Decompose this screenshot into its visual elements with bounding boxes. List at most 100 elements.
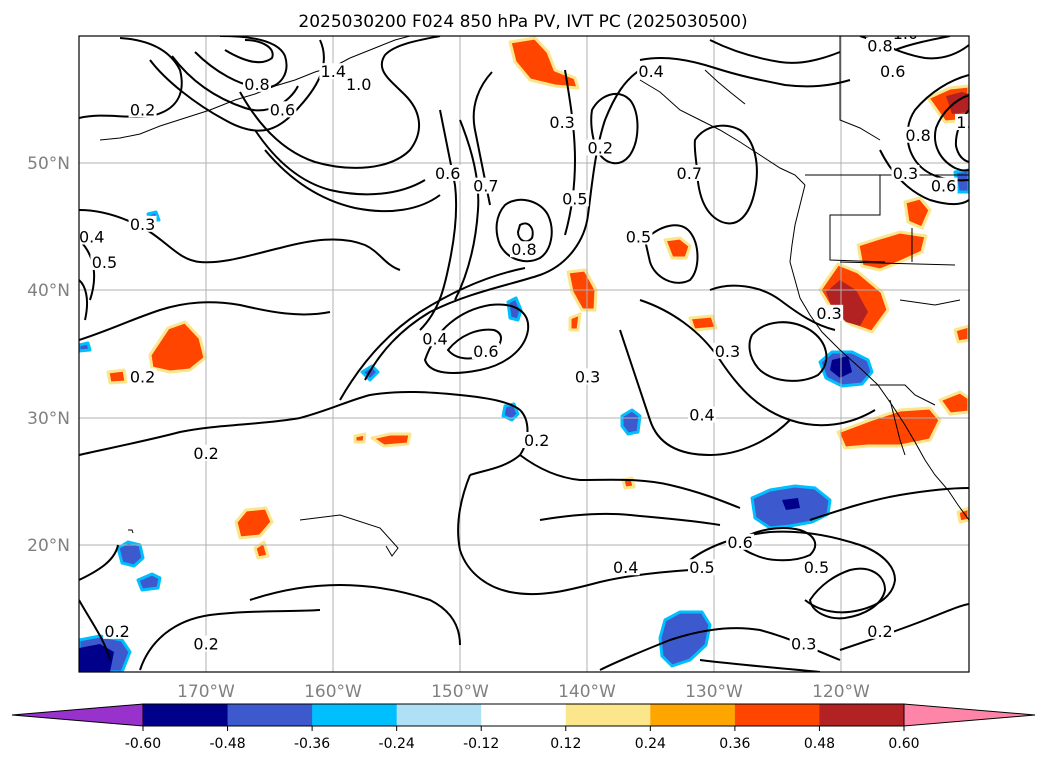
contour-label: 0.7 (677, 164, 702, 183)
contour-label: 0.5 (804, 558, 829, 577)
contour-label-bg (243, 75, 271, 92)
colorbar-tick-label: -0.60 (125, 736, 161, 752)
positive-anomaly (148, 320, 207, 374)
contour-label-bg (688, 406, 716, 423)
positive-anomaly (568, 312, 582, 332)
contour-label: 0.3 (549, 113, 574, 132)
negative-anomaly (620, 408, 642, 436)
positive-anomaly (253, 540, 270, 560)
contour-label: 0.2 (130, 367, 155, 386)
contour-label-bg (319, 63, 348, 80)
x-tick-label: 170°W (177, 682, 235, 702)
x-axis: 170°W 160°W 150°W 140°W 130°W 120°W (177, 682, 870, 702)
contour-label-bg (586, 139, 615, 156)
contour-label-bg (421, 330, 449, 347)
strong-negative-anomaly (79, 644, 114, 672)
colorbar-segment (227, 704, 313, 726)
positive-anomaly (938, 390, 969, 416)
pv-contours (79, 36, 969, 672)
contour-label-bg (192, 444, 221, 461)
contour-label-bg (128, 368, 157, 385)
x-tick-label: 120°W (812, 682, 870, 702)
shaded-anomalies (79, 36, 969, 672)
negative-anomaly (501, 402, 520, 422)
colorbar-tick-label: 0.36 (719, 736, 750, 752)
contour-label-bg (866, 622, 894, 639)
contour-label-bg (955, 114, 969, 131)
contour-label-bg (90, 253, 119, 270)
contour-label-bg (128, 215, 157, 232)
contour-label-bg (128, 101, 157, 118)
contour-label: 0.2 (104, 622, 129, 641)
contour-label: 1.0 (956, 113, 981, 132)
positive-anomaly (688, 314, 718, 332)
contour-label: 0.4 (638, 62, 663, 81)
positive-anomaly (106, 368, 128, 385)
y-axis: 20°N 30°N 40°N 50°N (27, 154, 70, 556)
colorbar-tick-label: 0.48 (804, 736, 835, 752)
contour-label: 0.2 (524, 431, 549, 450)
colorbar-tick-label: -0.48 (209, 736, 245, 752)
y-tick-label: 40°N (27, 281, 70, 301)
contour-label: 0.3 (816, 304, 841, 323)
positive-anomaly (956, 506, 969, 524)
contour-label-bg (79, 228, 106, 245)
contour-label-bg (891, 164, 920, 181)
y-tick-label: 50°N (27, 154, 70, 174)
negative-anomaly (136, 572, 162, 592)
colorbar-extend-high (903, 703, 1036, 727)
contour-label-bg (344, 75, 373, 92)
contour-label: 0.4 (613, 558, 638, 577)
contour-label: 0.5 (689, 558, 714, 577)
colorbar-segment (312, 704, 398, 726)
x-tick-label: 160°W (304, 682, 362, 702)
contour-label-bg (624, 228, 653, 245)
contour-label: 0.8 (905, 126, 930, 145)
chart-title: 2025030200 F024 850 hPa PV, IVT PC (2025… (298, 12, 747, 32)
contour-label-bg (103, 622, 132, 639)
contour-label: 0.5 (562, 189, 587, 208)
contour-label: 1.4 (321, 62, 346, 81)
contour-label-bg (560, 190, 589, 207)
contour-label: 0.3 (715, 342, 740, 361)
contour-label-bg (789, 635, 818, 652)
contour-label: 0.2 (193, 635, 218, 654)
positive-anomaly (353, 432, 367, 444)
positive-anomaly (234, 506, 274, 540)
contour-label: 0.3 (130, 215, 155, 234)
contour-label-bg (433, 164, 462, 181)
colorbar: -0.60 -0.48 -0.36 -0.24 -0.12 0.12 0.24 0.36 0.4… (11, 703, 1036, 752)
contour-label-bg (573, 368, 602, 385)
contour-label-bg (878, 63, 907, 80)
contour-label: 0.6 (931, 177, 956, 196)
colorbar-segment (396, 704, 482, 726)
contour-label: 0.6 (880, 62, 905, 81)
contour-label-bg (675, 164, 704, 181)
contour-label: 0.2 (867, 622, 892, 641)
contour-label-bg (713, 343, 742, 359)
contour-label: 0.8 (511, 240, 536, 259)
map-area: 0.20.80.61.41.00.60.70.80.30.50.20.40.70… (79, 24, 981, 672)
contour-label-bg (611, 559, 640, 576)
contour-label: 0.5 (92, 253, 117, 272)
contour-label: 0.2 (130, 100, 155, 119)
positive-anomaly (508, 36, 580, 90)
contour-label-bg (192, 635, 221, 652)
y-tick-label: 20°N (27, 536, 70, 556)
contour-label: 0.6 (435, 164, 460, 183)
contour-label: 0.5 (626, 228, 651, 247)
colorbar-segment (565, 704, 651, 726)
contour-label-bg (688, 559, 716, 576)
contour-label: 0.2 (588, 138, 613, 157)
negative-anomaly (116, 540, 145, 568)
colorbar-segment (734, 704, 820, 726)
contour-label: 0.6 (727, 533, 752, 552)
contour-label: 1.0 (893, 24, 918, 43)
colorbar-extend-low (11, 703, 144, 727)
contour-label: 0.4 (422, 329, 447, 348)
contour-label: 0.6 (270, 100, 295, 119)
negative-anomaly (79, 341, 92, 353)
x-tick-label: 140°W (558, 682, 616, 702)
contour-label: 0.6 (473, 342, 498, 361)
